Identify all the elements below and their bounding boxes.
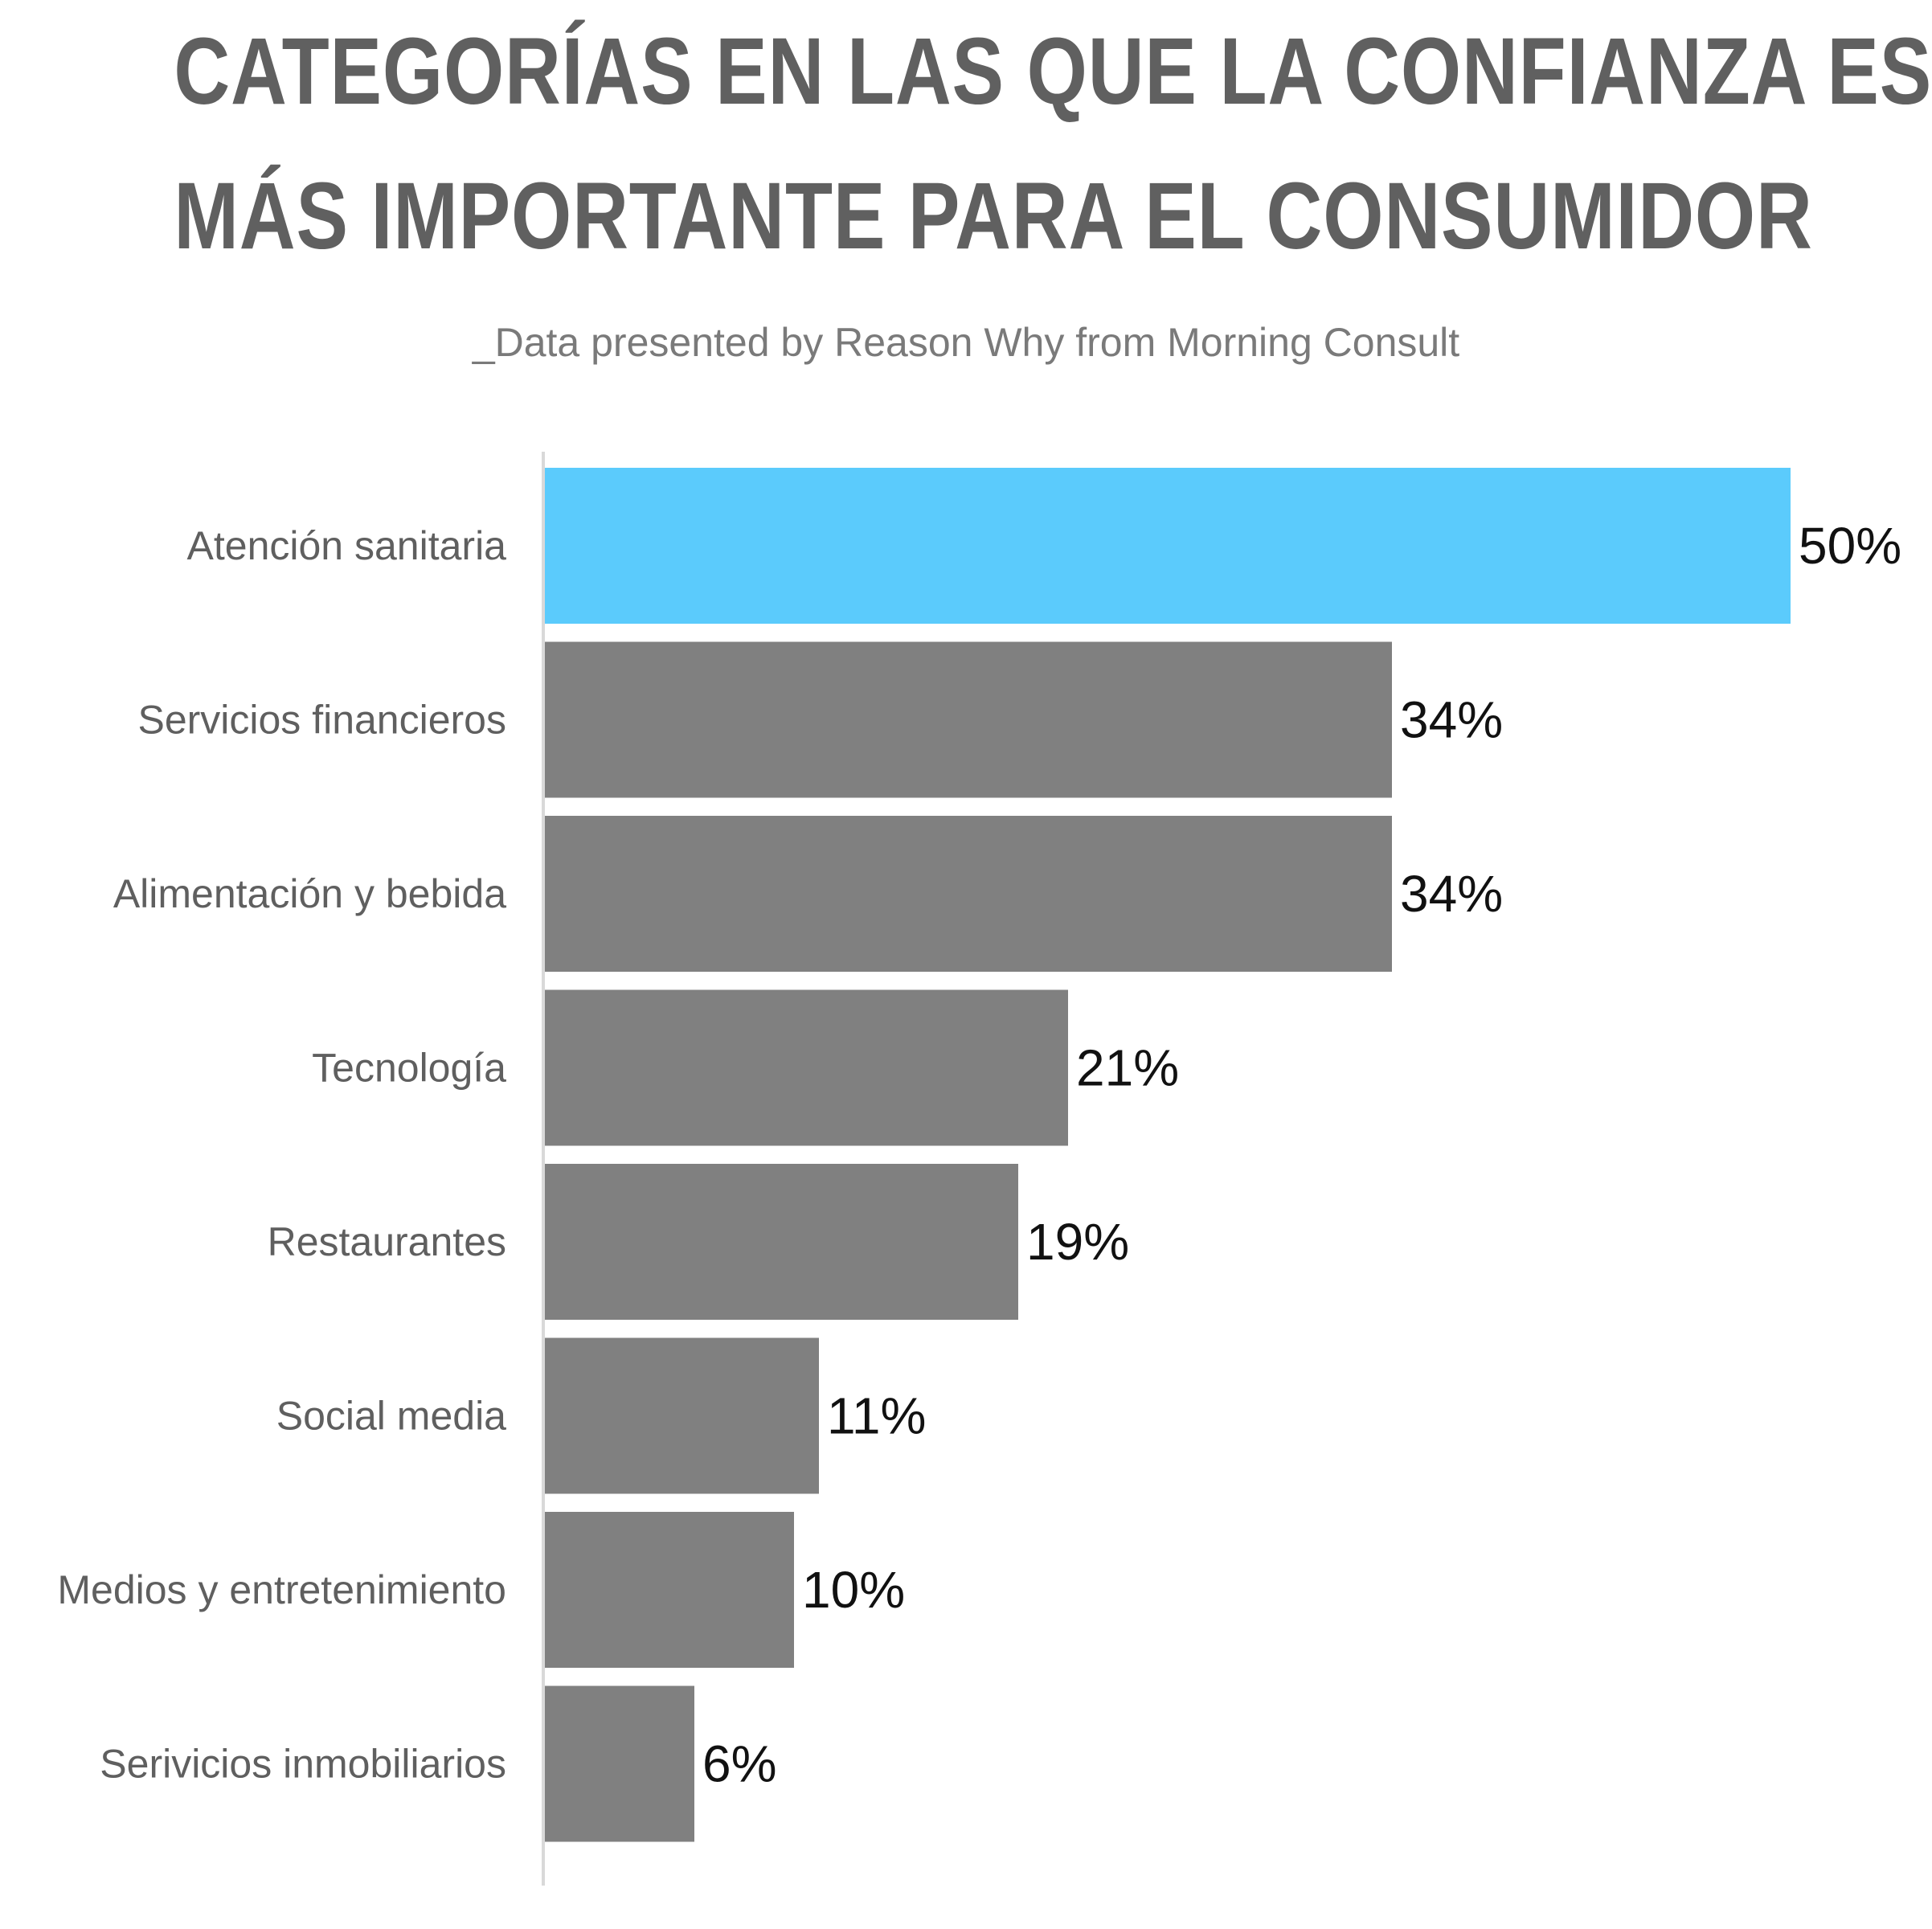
bar-0 bbox=[545, 468, 1791, 624]
chart-title-line-2: MÁS IMPORTANTE PARA EL CONSUMIDOR bbox=[174, 163, 1813, 269]
category-label-3: Tecnología bbox=[312, 1046, 506, 1091]
category-label-6: Medios y entretenimiento bbox=[57, 1567, 506, 1612]
value-label-7: 6% bbox=[702, 1735, 777, 1793]
bars-group: Atención sanitaria 50% Servicios financier… bbox=[57, 468, 1901, 1842]
category-label-4: Restaurantes bbox=[268, 1219, 506, 1264]
category-label-1: Servicios financieros bbox=[137, 698, 506, 743]
category-label-2: Alimentación y bebida bbox=[113, 871, 506, 916]
value-label-2: 34% bbox=[1400, 865, 1503, 923]
value-label-1: 34% bbox=[1400, 691, 1503, 749]
bar-1 bbox=[545, 641, 1392, 798]
value-label-5: 11% bbox=[827, 1387, 926, 1445]
bar-2 bbox=[545, 816, 1392, 972]
value-label-6: 10% bbox=[802, 1561, 905, 1619]
chart-subtitle: _Data presented by Reason Why from Morni… bbox=[472, 320, 1460, 365]
value-label-0: 50% bbox=[1799, 517, 1901, 575]
bar-3 bbox=[545, 989, 1068, 1146]
category-label-0: Atención sanitaria bbox=[187, 523, 507, 568]
value-label-3: 21% bbox=[1076, 1039, 1179, 1097]
bar-5 bbox=[545, 1337, 819, 1494]
bar-6 bbox=[545, 1512, 794, 1668]
bar-4 bbox=[545, 1164, 1018, 1320]
bar-7 bbox=[545, 1685, 694, 1842]
chart-title-line-1: CATEGORÍAS EN LAS QUE LA CONFIANZA ES bbox=[174, 18, 1932, 125]
value-label-4: 19% bbox=[1026, 1213, 1129, 1271]
category-label-5: Social media bbox=[276, 1394, 506, 1439]
category-label-7: Serivicios inmobiliarios bbox=[100, 1742, 506, 1787]
